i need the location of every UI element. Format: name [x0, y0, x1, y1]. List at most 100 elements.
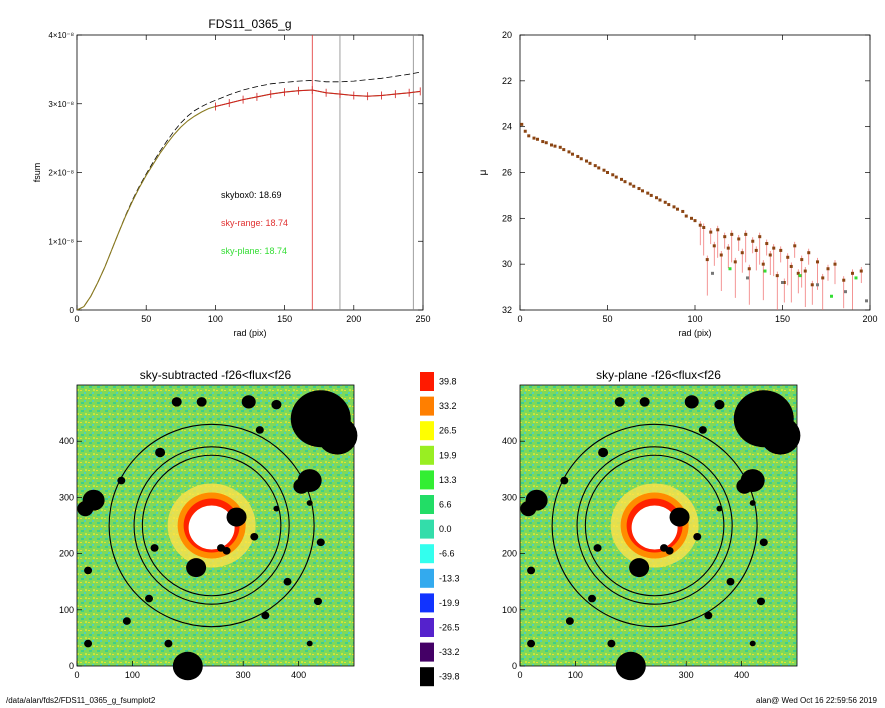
mu-point	[593, 164, 597, 168]
galaxy-core	[631, 505, 678, 550]
mu-point	[553, 144, 557, 148]
colorbar-swatch	[420, 519, 434, 539]
masked-source	[693, 532, 702, 541]
mu-point	[782, 281, 786, 284]
x-tick-label: 200	[180, 670, 195, 680]
mu-point	[772, 246, 776, 250]
mu-point-alt	[798, 274, 802, 278]
x-tick-label: 100	[687, 314, 702, 324]
aperture-ellipse	[108, 423, 315, 628]
mu-point	[597, 166, 601, 170]
y-tick-label: 4×10⁻⁸	[48, 31, 74, 40]
mu-point	[768, 253, 772, 257]
masked-source	[313, 597, 322, 606]
colorbar-label: 6.6	[439, 500, 452, 510]
colorbar-label: -33.2	[439, 647, 460, 657]
image-frame	[519, 384, 798, 667]
y-tick-label: 0	[512, 661, 517, 671]
mu-point	[550, 143, 553, 147]
masked-source	[196, 397, 207, 407]
masked-source	[756, 597, 765, 606]
masked-source	[226, 507, 247, 527]
mu-point	[658, 198, 662, 202]
mu-point	[536, 137, 539, 141]
x-tick-label: 200	[623, 670, 638, 680]
colorbar-swatch	[420, 618, 434, 637]
mu-point	[532, 136, 536, 140]
masked-source	[684, 395, 699, 409]
colorbar-label: 0.0	[439, 524, 452, 534]
mu-point-alt	[830, 294, 833, 298]
masked-source	[593, 544, 602, 552]
x-axis-label: rad (pix)	[678, 328, 711, 338]
mu-point	[676, 207, 679, 211]
mu-point	[800, 258, 804, 262]
mu-point	[719, 253, 723, 257]
masked-source	[306, 640, 313, 647]
masked-source	[607, 639, 616, 648]
mu-point	[705, 258, 709, 262]
mu-point	[527, 134, 531, 138]
y-tick-label: 100	[59, 605, 74, 615]
y-tick-label: 24	[502, 122, 512, 132]
galaxy-core	[188, 505, 235, 550]
aperture-ellipse	[551, 423, 758, 628]
colorbar-swatch	[420, 396, 434, 416]
mu-point	[810, 283, 814, 287]
masked-source	[77, 501, 94, 517]
mu-point	[611, 173, 615, 177]
mu-point	[544, 141, 548, 145]
x-tick-label: 150	[775, 314, 790, 324]
mu-point-alt	[844, 290, 847, 294]
mu-point	[571, 152, 574, 156]
mu-point	[816, 260, 819, 264]
y-tick-label: 300	[59, 492, 74, 502]
mu-point	[842, 278, 846, 282]
mu-point	[730, 232, 734, 236]
mu-point	[602, 168, 606, 172]
mu-point	[646, 191, 650, 195]
mu-point	[821, 276, 825, 280]
x-tick-label: 50	[602, 314, 612, 324]
mu-point	[733, 260, 737, 264]
colorbar-swatch	[420, 421, 434, 441]
colorbar-swatch	[420, 667, 434, 687]
masked-source	[698, 426, 707, 434]
y-tick-label: 300	[502, 492, 517, 502]
x-tick-label: 150	[277, 314, 292, 324]
y-tick-label: 0	[69, 661, 74, 671]
colorbar-swatch	[420, 642, 434, 662]
mu-panel: rad (pix) μ 0 50 100 150 200 20 22 24 26 28 30 32	[478, 30, 878, 338]
mu-point-alt	[854, 276, 858, 280]
x-tick-label: 100	[125, 670, 140, 680]
mu-point	[775, 274, 779, 278]
masked-source	[588, 594, 597, 603]
colorbar-label: 33.2	[439, 401, 457, 411]
masked-source	[241, 395, 256, 409]
mu-point	[796, 271, 800, 275]
aperture-ellipse	[133, 446, 290, 605]
footer-timestamp: alan@ Wed Oct 16 22:59:56 2019	[756, 696, 877, 705]
mu-point	[681, 209, 685, 213]
masked-source	[261, 611, 270, 620]
masked-source	[317, 416, 358, 455]
mu-point	[751, 239, 755, 243]
x-tick-label: 250	[415, 314, 430, 324]
mu-point	[826, 267, 830, 271]
mu-point	[606, 171, 609, 174]
mu-point	[807, 251, 811, 255]
masked-source	[629, 558, 650, 578]
mu-point	[786, 255, 790, 259]
masked-source	[527, 639, 536, 648]
y-tick-label: 400	[59, 436, 74, 446]
masked-source	[749, 640, 756, 647]
mu-point	[663, 200, 667, 204]
masked-source	[714, 399, 725, 410]
masked-source	[726, 577, 735, 586]
mu-point	[716, 228, 720, 232]
mu-point	[667, 203, 671, 207]
image-title: sky-plane -f26<flux<f26	[596, 368, 721, 382]
mu-point	[558, 145, 562, 149]
masked-source	[84, 639, 93, 648]
